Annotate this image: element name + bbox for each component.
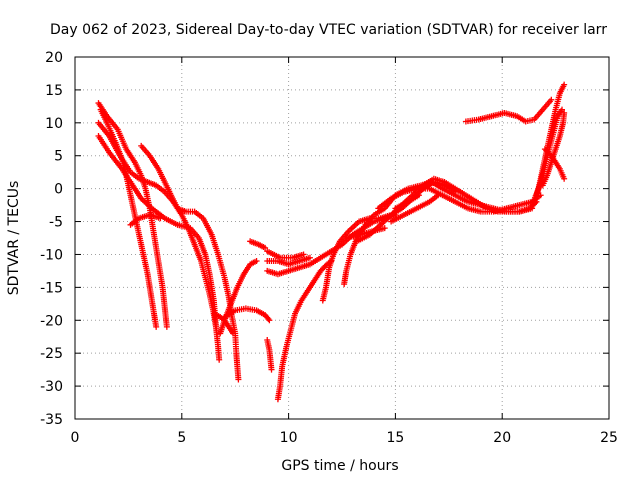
- x-axis-title: GPS time / hours: [281, 458, 398, 474]
- grid-lines: [75, 57, 609, 419]
- track-series: [388, 192, 442, 225]
- y-tick-label: -5: [49, 215, 63, 231]
- plus-marker: [253, 258, 260, 265]
- plus-marker: [415, 192, 422, 199]
- plus-marker: [265, 315, 272, 322]
- track-series: [97, 106, 160, 330]
- plus-marker: [306, 254, 313, 261]
- plus-marker: [230, 330, 237, 337]
- data-points: [95, 81, 568, 403]
- track-series: [533, 106, 566, 199]
- x-tick-label: 25: [600, 430, 618, 446]
- y-tick-label: -25: [40, 346, 63, 362]
- plus-marker: [235, 376, 242, 383]
- track-series: [264, 337, 275, 373]
- x-tick-label: 20: [493, 430, 511, 446]
- track-series: [541, 146, 568, 182]
- y-tick-label: 5: [54, 149, 63, 165]
- y-tick-label: 0: [54, 182, 63, 198]
- x-tick-label: 10: [280, 430, 298, 446]
- plus-marker: [153, 323, 160, 330]
- track-series: [274, 258, 335, 403]
- plus-marker: [216, 356, 223, 363]
- plus-marker: [381, 225, 388, 232]
- x-tick-label: 15: [386, 430, 404, 446]
- plus-marker: [561, 81, 568, 88]
- y-axis-title: SDTVAR / TECUs: [6, 181, 22, 296]
- y-tick-label: -30: [40, 379, 63, 395]
- plus-marker: [262, 244, 269, 251]
- track-series: [217, 258, 260, 337]
- y-tick-label: -10: [40, 247, 63, 263]
- track-series: [138, 142, 242, 383]
- track-series: [127, 211, 164, 228]
- plus-marker: [559, 106, 566, 113]
- y-tick-label: -20: [40, 313, 63, 329]
- track-series: [264, 248, 307, 261]
- track-series: [392, 192, 422, 212]
- track-series: [462, 96, 555, 125]
- chart-title: Day 062 of 2023, Sidereal Day-to-day VTE…: [50, 22, 607, 38]
- x-tick-label: 0: [71, 430, 80, 446]
- plus-marker: [266, 317, 273, 324]
- y-tick-label: 10: [45, 116, 63, 132]
- plus-marker: [561, 109, 568, 116]
- y-tick-label: -15: [40, 280, 63, 296]
- plus-marker: [300, 251, 307, 258]
- plot-frame: [74, 56, 610, 420]
- plus-marker: [268, 366, 275, 373]
- track-series: [264, 254, 313, 268]
- y-tick-label: -35: [40, 412, 63, 428]
- x-tick-label: 5: [177, 430, 186, 446]
- track-series: [95, 119, 219, 330]
- plus-marker: [561, 175, 568, 182]
- y-tick-label: 20: [45, 50, 63, 66]
- plus-marker: [157, 215, 164, 222]
- plus-marker: [163, 323, 170, 330]
- track-series: [247, 238, 269, 251]
- plus-marker: [548, 96, 555, 103]
- y-tick-label: 15: [45, 83, 63, 99]
- plus-marker: [435, 192, 442, 199]
- axis-ticks: 0 5 10 15 20 25 -35 -30 -25 -20 -15 -10 -5 0 5 10 15 20: [40, 50, 618, 446]
